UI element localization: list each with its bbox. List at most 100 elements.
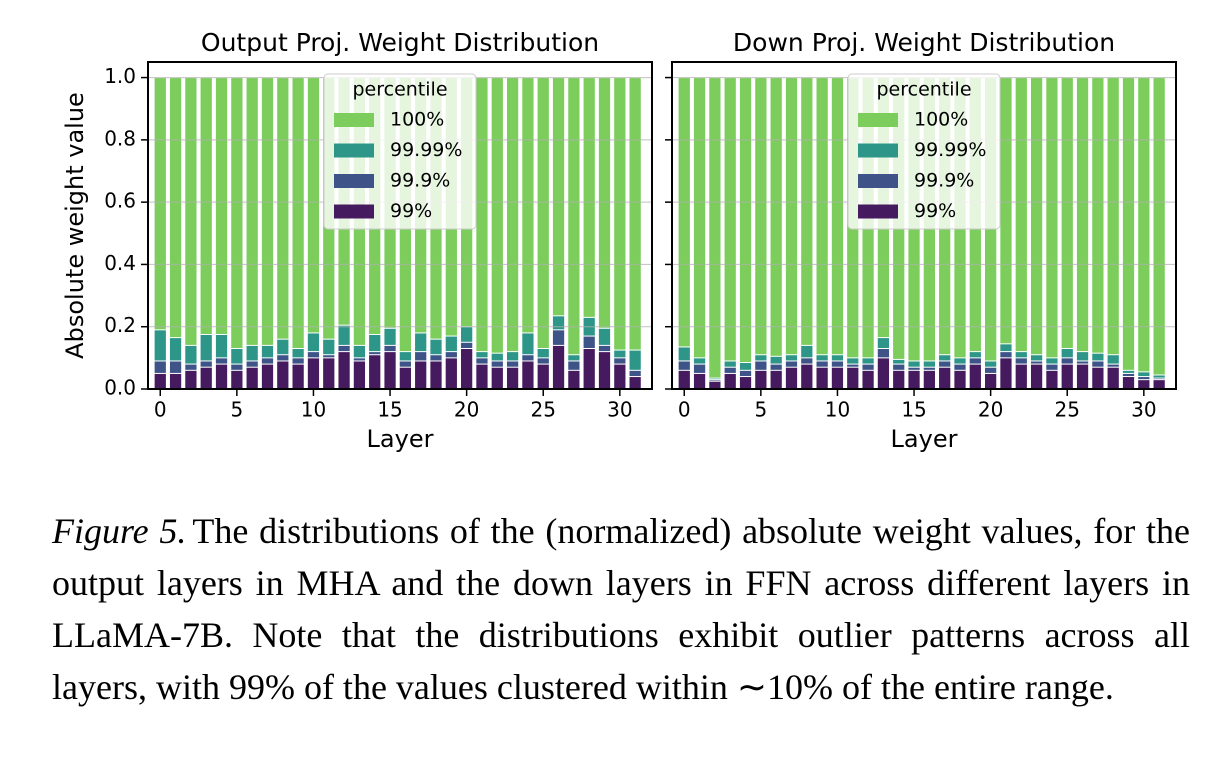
y-tick-label: 0.4	[104, 251, 136, 275]
bar	[1106, 77, 1120, 390]
bar	[230, 369, 244, 390]
bar	[1152, 77, 1166, 390]
bar	[999, 357, 1013, 390]
caption-text: The distributions of the (normalized) ab…	[52, 511, 1190, 707]
bar	[861, 369, 875, 390]
x-tick-label: 20	[978, 398, 1003, 422]
bar	[938, 366, 952, 390]
bar	[567, 369, 581, 390]
x-tick-label: 25	[531, 398, 556, 422]
bar	[168, 372, 183, 390]
bar	[475, 363, 489, 390]
bar	[613, 77, 627, 390]
y-tick-label: 0.8	[104, 126, 136, 150]
x-tick-label: 5	[230, 398, 243, 422]
bar	[892, 369, 906, 390]
x-tick-label: 0	[678, 398, 691, 422]
x-tick-label: 30	[1131, 398, 1156, 422]
bar	[1152, 379, 1166, 390]
bar	[352, 360, 367, 390]
bar	[260, 363, 275, 390]
bar	[444, 357, 458, 390]
bar	[153, 372, 167, 390]
bar	[815, 77, 829, 390]
bar	[214, 363, 229, 390]
legend-swatch	[334, 204, 374, 219]
bar	[677, 369, 691, 390]
legend-label: 99%	[390, 200, 432, 222]
bar	[769, 369, 783, 390]
x-tick-label: 30	[607, 398, 632, 422]
bar	[1121, 376, 1136, 390]
legend-label: 100%	[390, 109, 444, 131]
bar	[291, 77, 305, 390]
bar	[414, 360, 428, 390]
legend-title: percentile	[352, 79, 447, 101]
bar	[490, 366, 504, 390]
legend-swatch	[858, 113, 898, 127]
legend-swatch	[858, 204, 898, 219]
bar	[1091, 77, 1105, 390]
legend-label: 99%	[914, 200, 956, 222]
bar	[1137, 77, 1151, 390]
legend-label: 99.9%	[390, 170, 450, 192]
legend-title: percentile	[876, 79, 971, 101]
bar	[677, 77, 691, 390]
bar	[521, 360, 535, 390]
bar	[754, 77, 768, 390]
bar	[337, 351, 351, 390]
legend-label: 99.99%	[914, 139, 986, 161]
bar	[708, 77, 722, 390]
legend-swatch	[334, 143, 374, 158]
bar	[754, 369, 768, 390]
axes-frame	[671, 61, 1177, 390]
y-tick-label: 1.0	[104, 64, 136, 88]
bar	[628, 376, 642, 390]
bar	[968, 363, 982, 390]
bar	[800, 363, 814, 390]
y-tick-label: 0.2	[104, 313, 136, 337]
bar	[597, 351, 612, 390]
legend-label: 100%	[914, 109, 968, 131]
bar	[1029, 77, 1044, 390]
bar	[306, 357, 321, 390]
x-tick-label: 15	[377, 398, 402, 422]
bar	[536, 363, 550, 390]
legend-box	[323, 73, 477, 230]
legend: percentile 100% 99.99% 99.9% 99%	[323, 73, 477, 230]
bar	[830, 77, 845, 390]
bar	[475, 77, 489, 390]
bar	[815, 366, 829, 390]
x-tick-label: 10	[301, 398, 326, 422]
bar	[876, 357, 891, 390]
bar	[628, 77, 642, 390]
x-tick-label: 10	[825, 398, 850, 422]
bar	[383, 351, 397, 390]
bar	[505, 366, 520, 390]
bar	[723, 77, 737, 390]
legend-swatch	[334, 113, 374, 127]
bar	[1060, 363, 1074, 390]
x-tick-label: 5	[754, 398, 767, 422]
bar	[830, 366, 845, 390]
bar	[692, 372, 707, 390]
x-tick-label: 25	[1055, 398, 1080, 422]
bar	[260, 77, 275, 390]
bar	[708, 380, 722, 390]
bar	[907, 369, 921, 390]
bar	[1121, 77, 1136, 390]
legend-swatch	[858, 174, 898, 188]
bar	[184, 369, 198, 390]
bar	[276, 360, 290, 390]
bar	[769, 77, 783, 390]
bar	[245, 366, 259, 390]
bar	[368, 354, 382, 390]
bar	[984, 372, 998, 390]
bar	[1075, 363, 1090, 390]
bar	[199, 366, 213, 390]
bar	[536, 77, 550, 390]
bar	[922, 369, 936, 390]
bar	[738, 376, 753, 390]
x-tick-label: 15	[901, 398, 926, 422]
